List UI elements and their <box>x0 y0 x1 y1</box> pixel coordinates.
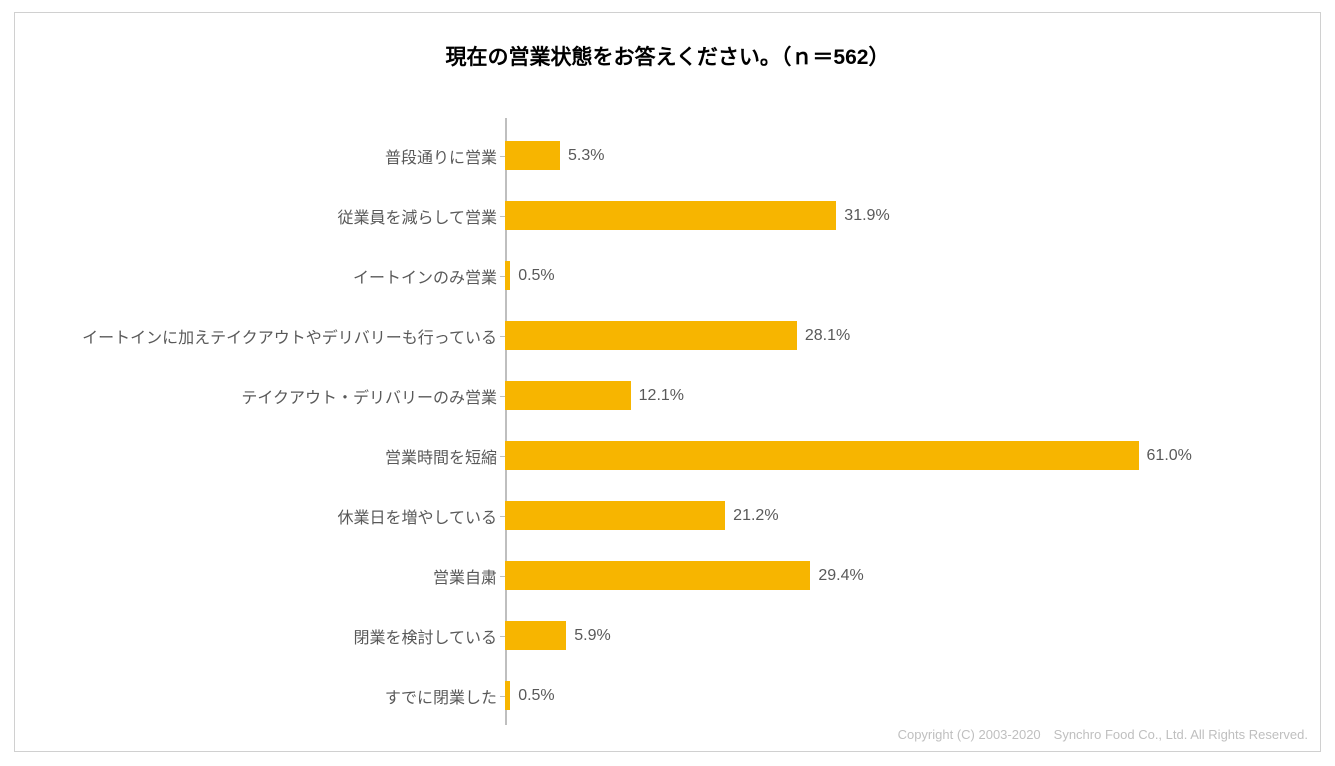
value-label: 61.0% <box>1147 447 1192 465</box>
category-label: 休業日を増やしている <box>15 504 505 528</box>
bar-wrap: 31.9% <box>505 201 1320 230</box>
bar-row: テイクアウト・デリバリーのみ営業 12.1% <box>15 381 1320 410</box>
category-label: すでに閉業した <box>15 684 505 708</box>
category-label: イートインに加えテイクアウトやデリバリーも行っている <box>15 324 505 348</box>
value-label: 0.5% <box>518 687 554 705</box>
bar-row: 休業日を増やしている 21.2% <box>15 501 1320 530</box>
copyright-text: Copyright (C) 2003-2020 Synchro Food Co.… <box>898 724 1308 743</box>
bar <box>505 381 631 410</box>
bar-row: すでに閉業した 0.5% <box>15 681 1320 710</box>
bar-wrap: 61.0% <box>505 441 1320 470</box>
bar <box>505 321 797 350</box>
category-label: 普段通りに営業 <box>15 144 505 168</box>
bar-row: 閉業を検討している 5.9% <box>15 621 1320 650</box>
value-label: 12.1% <box>639 387 684 405</box>
bar-wrap: 29.4% <box>505 561 1320 590</box>
value-label: 0.5% <box>518 267 554 285</box>
axis-tick <box>500 156 505 158</box>
axis-tick <box>500 516 505 518</box>
value-label: 21.2% <box>733 507 778 525</box>
bar <box>505 561 810 590</box>
bar-wrap: 21.2% <box>505 501 1320 530</box>
bar <box>505 261 510 290</box>
bar-row: 普段通りに営業 5.3% <box>15 141 1320 170</box>
bar-row: 従業員を減らして営業 31.9% <box>15 201 1320 230</box>
chart-container: 現在の営業状態をお答えください。（ｎ＝562） 普段通りに営業 5.3% 従業員を減… <box>14 12 1321 752</box>
bar <box>505 681 510 710</box>
axis-tick <box>500 276 505 278</box>
axis-tick <box>500 336 505 338</box>
bar <box>505 441 1139 470</box>
plot-area: 普段通りに営業5.3%従業員を減らして営業31.9%イートインのみ営業0.5%イ… <box>15 118 1320 723</box>
category-label: 従業員を減らして営業 <box>15 204 505 228</box>
bar-wrap: 5.9% <box>505 621 1320 650</box>
bar-row: 営業時間を短縮 61.0% <box>15 441 1320 470</box>
axis-tick <box>500 636 505 638</box>
value-label: 29.4% <box>818 567 863 585</box>
value-label: 5.9% <box>574 627 610 645</box>
axis-tick <box>500 576 505 578</box>
bar <box>505 501 725 530</box>
category-label: 閉業を検討している <box>15 624 505 648</box>
value-label: 31.9% <box>844 207 889 225</box>
chart-title: 現在の営業状態をお答えください。（ｎ＝562） <box>15 41 1320 71</box>
bar <box>505 141 560 170</box>
bar-row: イートインのみ営業 0.5% <box>15 261 1320 290</box>
bar-wrap: 0.5% <box>505 261 1320 290</box>
bar-wrap: 5.3% <box>505 141 1320 170</box>
category-label: テイクアウト・デリバリーのみ営業 <box>15 384 505 408</box>
bar-wrap: 12.1% <box>505 381 1320 410</box>
category-label: 営業時間を短縮 <box>15 444 505 468</box>
axis-tick <box>500 216 505 218</box>
category-label: イートインのみ営業 <box>15 264 505 288</box>
bar <box>505 621 566 650</box>
axis-tick <box>500 456 505 458</box>
bar-wrap: 0.5% <box>505 681 1320 710</box>
value-label: 28.1% <box>805 327 850 345</box>
category-label: 営業自粛 <box>15 564 505 588</box>
axis-tick <box>500 396 505 398</box>
bar-row: 営業自粛 29.4% <box>15 561 1320 590</box>
axis-tick <box>500 696 505 698</box>
bar-row: イートインに加えテイクアウトやデリバリーも行っている 28.1% <box>15 321 1320 350</box>
bar <box>505 201 836 230</box>
bar-wrap: 28.1% <box>505 321 1320 350</box>
value-label: 5.3% <box>568 147 604 165</box>
